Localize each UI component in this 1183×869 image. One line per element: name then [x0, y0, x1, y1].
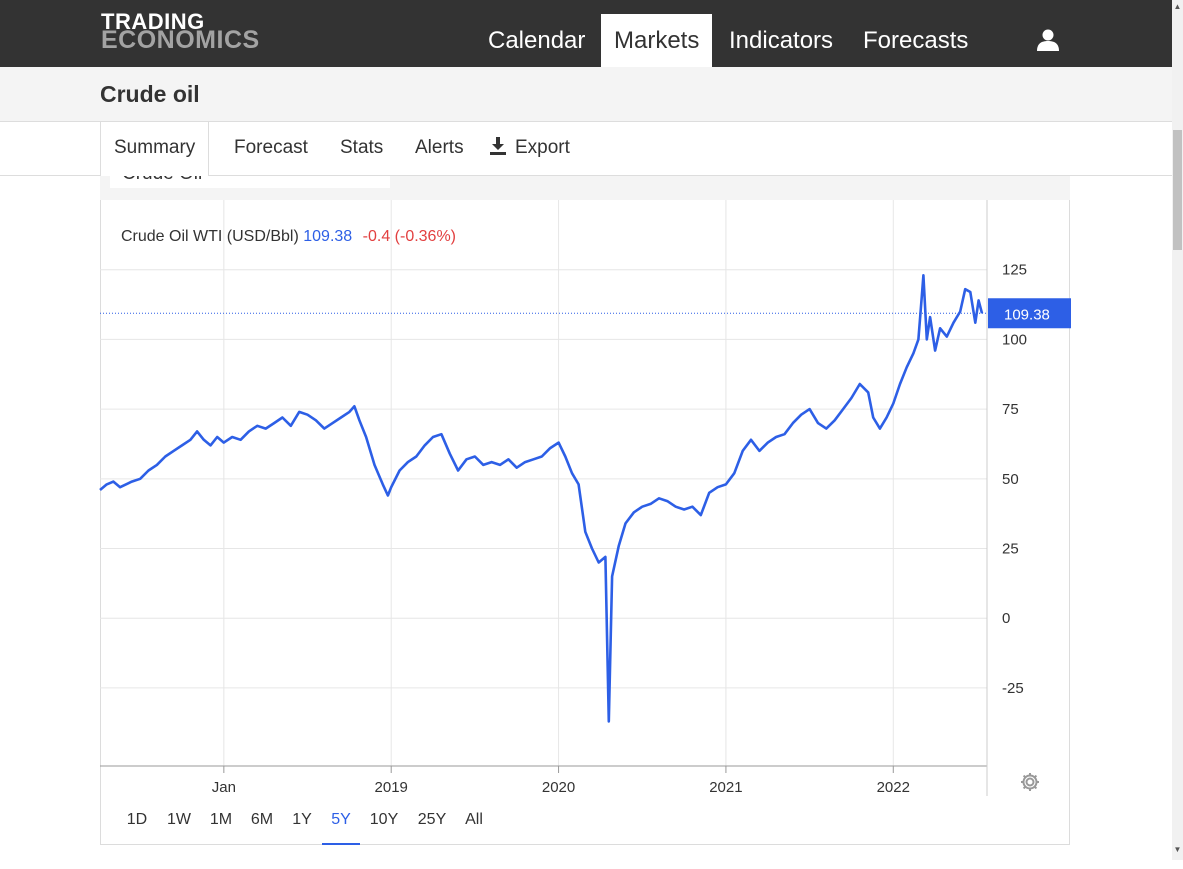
logo-line-2: ECONOMICS: [101, 26, 260, 54]
x-tick-label: 2020: [542, 779, 575, 796]
range-5y[interactable]: 5Y: [322, 800, 360, 845]
user-icon[interactable]: [1036, 28, 1060, 52]
range-all[interactable]: All: [465, 811, 483, 828]
y-tick-label: -25: [1002, 680, 1024, 697]
scroll-thumb[interactable]: [1173, 130, 1182, 250]
chart-grid: [100, 200, 987, 766]
current-value-badge-label: 109.38: [1004, 306, 1050, 323]
tab-stats[interactable]: Stats: [340, 137, 384, 158]
x-tick-label: Jan: [212, 779, 236, 796]
y-tick-label: 100: [1002, 331, 1027, 348]
gear-icon[interactable]: [1019, 771, 1041, 793]
scroll-up-arrow[interactable]: ▲: [1173, 2, 1182, 11]
x-tick-label: 2019: [375, 779, 408, 796]
legend-current-value: 109.38: [303, 228, 353, 245]
range-10y[interactable]: 10Y: [369, 811, 399, 828]
range-1w[interactable]: 1W: [167, 811, 191, 828]
legend-change: -0.4 (-0.36%): [362, 228, 457, 245]
y-tick-label: 50: [1002, 471, 1019, 488]
nav-forecasts[interactable]: Forecasts: [863, 27, 969, 54]
y-tick-label: 75: [1002, 401, 1019, 418]
x-tick-label: 2021: [709, 779, 742, 796]
chart-legend: Crude Oil WTI (USD/Bbl) 109.38 -0.4 (-0.…: [121, 228, 456, 246]
page-header: Crude oil: [0, 67, 1172, 122]
range-1m[interactable]: 1M: [209, 811, 233, 828]
section-tabs: Summary Forecast Stats Alerts Export: [0, 122, 1172, 176]
page-scrollbar[interactable]: ▲ ▼: [1172, 0, 1183, 860]
current-value-marker: 109.38: [100, 298, 1071, 329]
page-title: Crude oil: [100, 81, 200, 107]
y-tick-label: 25: [1002, 541, 1019, 558]
download-icon: [490, 137, 506, 155]
nav-calendar[interactable]: Calendar: [488, 27, 586, 54]
y-tick-label: 0: [1002, 610, 1010, 627]
tab-forecast[interactable]: Forecast: [234, 137, 308, 158]
x-tick-label: 2022: [877, 779, 910, 796]
nav-indicators[interactable]: Indicators: [729, 27, 834, 54]
trading-economics-logo[interactable]: TRADING ECONOMICS: [101, 9, 260, 54]
y-tick-label: 125: [1002, 262, 1027, 279]
top-navigation-bar: TRADING ECONOMICS Calendar Markets Indic…: [0, 0, 1172, 67]
tab-alerts[interactable]: Alerts: [415, 137, 464, 158]
tab-export-label: Export: [515, 137, 570, 158]
range-6m[interactable]: 6M: [250, 811, 274, 828]
range-1y[interactable]: 1Y: [292, 811, 312, 828]
chart-series: [99, 274, 984, 723]
nav-markets[interactable]: Markets: [601, 14, 713, 67]
range-25y[interactable]: 25Y: [417, 811, 447, 828]
range-1d[interactable]: 1D: [126, 811, 148, 828]
tab-export[interactable]: Export: [489, 122, 570, 175]
scroll-down-arrow[interactable]: ▼: [1173, 845, 1182, 854]
current-value-badge: [988, 298, 1071, 329]
series-line-crude-oil-wti: [99, 274, 984, 723]
legend-series-name: Crude Oil WTI (USD/Bbl): [121, 228, 299, 245]
logo-line-1: TRADING: [101, 9, 205, 34]
chart-axes: 125 100 75 50 25 0 -25 Jan 2019 2020 2021 2022: [100, 200, 1027, 796]
tab-summary[interactable]: Summary: [100, 122, 210, 176]
